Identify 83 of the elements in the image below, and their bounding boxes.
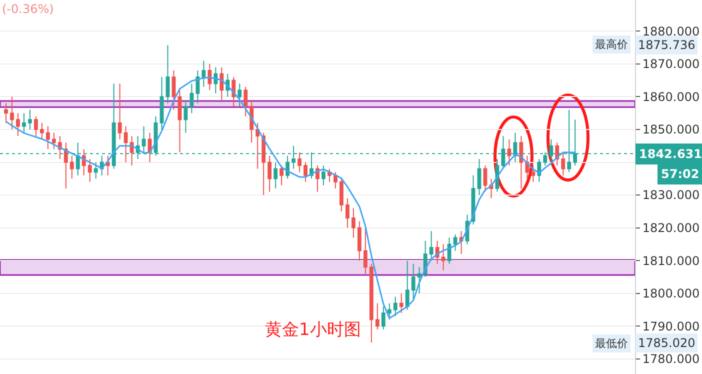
text: 57:02 bbox=[661, 167, 700, 181]
candlestick bbox=[40, 122, 44, 140]
candlestick bbox=[322, 165, 326, 186]
candlestick bbox=[393, 296, 398, 317]
candlestick bbox=[561, 152, 566, 176]
candlestick bbox=[262, 132, 266, 196]
candlestick bbox=[405, 260, 410, 310]
y-tick-label: 1870.000 bbox=[642, 57, 700, 72]
candlestick bbox=[130, 136, 134, 166]
candlestick bbox=[381, 306, 386, 330]
candlestick bbox=[334, 172, 338, 189]
text: 1875.736 bbox=[638, 38, 696, 52]
candlestick bbox=[22, 112, 26, 134]
annotation: (-0.36%) bbox=[2, 2, 54, 16]
y-tick-label: 1780.000 bbox=[642, 352, 700, 366]
candlestick bbox=[52, 132, 56, 150]
ref-line-label: 1842.631 bbox=[639, 147, 702, 161]
candlestick bbox=[399, 292, 404, 314]
candlestick bbox=[429, 230, 434, 262]
candlestick bbox=[250, 99, 254, 144]
candlestick bbox=[196, 70, 200, 104]
text: 黄金1小时图 bbox=[265, 320, 361, 340]
candlestick bbox=[274, 162, 278, 189]
candlestick bbox=[531, 165, 536, 182]
candlestick bbox=[441, 244, 446, 271]
candlestick bbox=[166, 44, 170, 104]
candlestick bbox=[70, 155, 74, 180]
candlestick bbox=[172, 70, 176, 110]
candlestick bbox=[339, 178, 344, 212]
candlestick bbox=[202, 60, 206, 88]
candlestick bbox=[178, 90, 182, 153]
y-tick-label: 1830.000 bbox=[642, 188, 700, 202]
candlestick bbox=[34, 116, 38, 137]
candlestick bbox=[507, 138, 512, 166]
candlestick bbox=[351, 208, 356, 238]
candlestick bbox=[124, 126, 128, 163]
candlestick bbox=[118, 83, 122, 140]
candlestick bbox=[280, 165, 284, 186]
candlestick bbox=[375, 302, 380, 330]
candlestick bbox=[286, 155, 290, 180]
candlestick bbox=[298, 152, 302, 173]
candlestick bbox=[16, 112, 20, 137]
candlestick bbox=[10, 96, 14, 130]
y-tick-label: 1820.000 bbox=[642, 221, 700, 236]
y-tick-label: 1790.000 bbox=[642, 319, 700, 334]
candlestick bbox=[244, 86, 248, 117]
candlestick bbox=[304, 162, 308, 182]
candlestick bbox=[363, 227, 368, 274]
candlestick bbox=[94, 162, 98, 180]
candlestick bbox=[184, 99, 188, 134]
text: 1785.020 bbox=[638, 336, 696, 350]
candlestick bbox=[417, 266, 422, 294]
candlestick bbox=[483, 165, 488, 192]
candlestick bbox=[88, 158, 92, 182]
candlestick bbox=[106, 155, 110, 176]
y-tick-label: 1880.000 bbox=[642, 24, 700, 38]
y-tick-label: 1800.000 bbox=[642, 286, 700, 301]
candlestick bbox=[46, 126, 50, 150]
candlestick bbox=[214, 66, 218, 94]
y-tick-label: 1860.000 bbox=[642, 90, 700, 104]
candlestick bbox=[4, 102, 8, 124]
candlestick bbox=[477, 158, 482, 196]
candlestick bbox=[453, 234, 458, 252]
candlestick bbox=[369, 263, 374, 343]
candlestick bbox=[268, 155, 272, 192]
candlestick bbox=[387, 302, 392, 320]
candlestick bbox=[256, 122, 260, 170]
text: 最低价 bbox=[595, 337, 628, 350]
line-series bbox=[5, 76, 576, 320]
candlestick bbox=[519, 136, 524, 189]
y-tick-label: 1810.000 bbox=[642, 254, 700, 268]
candlestick bbox=[190, 83, 194, 114]
candlestick bbox=[160, 76, 164, 130]
candlestick bbox=[411, 263, 416, 300]
candlestick bbox=[447, 237, 452, 264]
y-tick-label: 1850.000 bbox=[642, 122, 700, 137]
candlestick bbox=[64, 142, 68, 189]
text: 最高价 bbox=[595, 38, 628, 51]
candlestick bbox=[28, 109, 32, 130]
candlestick bbox=[357, 220, 362, 262]
candlestick bbox=[345, 198, 350, 228]
candlestick bbox=[238, 83, 242, 108]
candlestick bbox=[220, 66, 224, 100]
